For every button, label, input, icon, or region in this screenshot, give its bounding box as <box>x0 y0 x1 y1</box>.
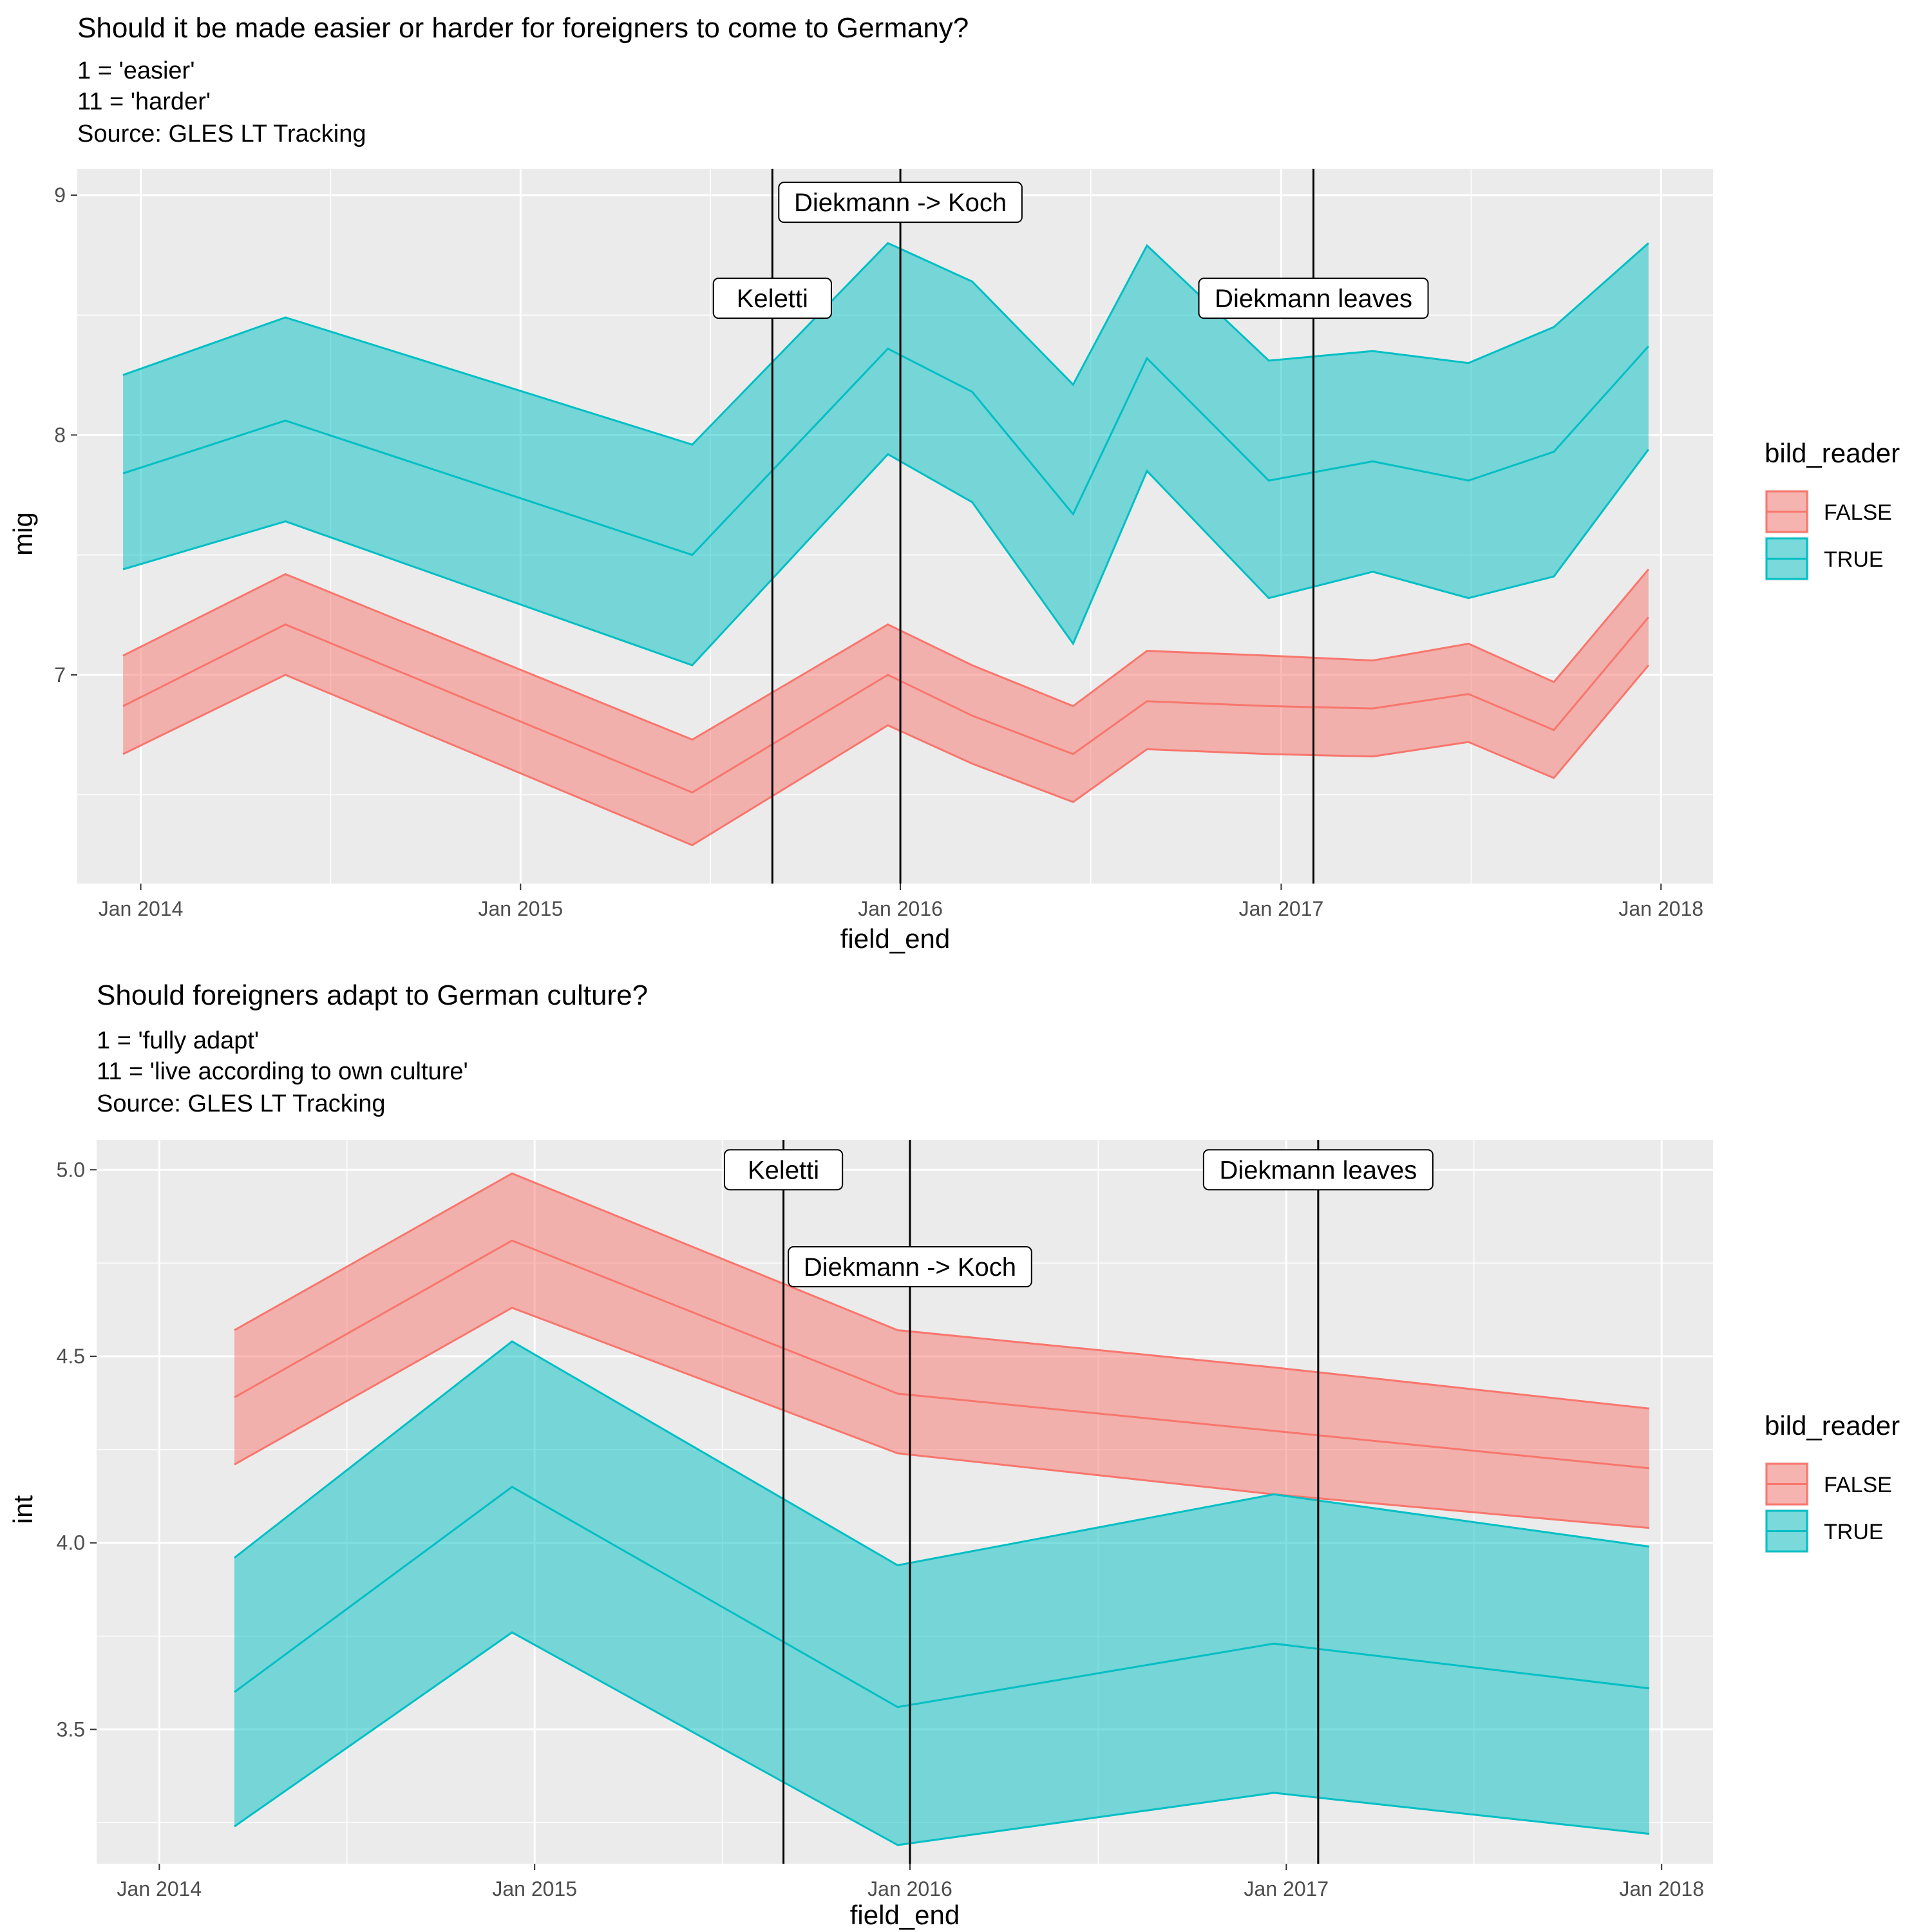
x-tick-label: Jan 2015 <box>478 897 563 920</box>
chart-title: Should foreigners adapt to German cultur… <box>97 980 648 1011</box>
event-label: Keletti <box>737 285 808 313</box>
x-tick-label: Jan 2018 <box>1619 1877 1704 1900</box>
series-line-false-ymin <box>122 665 1649 847</box>
chart-subtitle-line: 1 = 'easier' <box>77 57 194 84</box>
series-line-true-ymin <box>122 448 1650 667</box>
series-line-false-ymin <box>234 1307 1650 1530</box>
legend-title: bild_reader <box>1765 1410 1900 1441</box>
event-label: Diekmann -> Koch <box>794 189 1007 217</box>
x-tick-label: Jan 2018 <box>1618 897 1703 920</box>
series-line-true-ymax <box>234 1340 1650 1567</box>
series-line-false-ymax <box>234 1172 1650 1410</box>
y-tick-label: 8 <box>54 423 66 446</box>
event-label-box <box>723 1149 844 1191</box>
series-line-true-ymax <box>122 242 1649 446</box>
chart-panel-2: Should foreigners adapt to German cultur… <box>8 980 1900 1930</box>
x-tick-label: Jan 2016 <box>858 897 943 920</box>
y-tick-label: 4.0 <box>57 1531 85 1555</box>
chart-subtitle-line: 11 = 'live according to own culture' <box>97 1058 468 1085</box>
y-tick-label: 5.0 <box>57 1158 85 1181</box>
series-line-true-y <box>122 345 1649 556</box>
event-label: Diekmann -> Koch <box>804 1253 1016 1282</box>
event-label-box <box>712 278 832 319</box>
x-tick-label: Jan 2015 <box>492 1877 577 1900</box>
chart-subtitle-line: 11 = 'harder' <box>77 88 211 115</box>
x-tick-label: Jan 2014 <box>117 1877 202 1900</box>
legend-label-false: FALSE <box>1824 1473 1892 1497</box>
legend-label-false: FALSE <box>1824 500 1892 525</box>
x-tick-label: Jan 2017 <box>1244 1877 1329 1900</box>
chart-title: Should it be made easier or harder for f… <box>77 12 969 44</box>
event-label: Diekmann leaves <box>1219 1156 1417 1184</box>
series-line-false-y <box>122 616 1649 794</box>
legend-label-true: TRUE <box>1824 547 1884 572</box>
x-tick-label: Jan 2016 <box>867 1877 952 1900</box>
series-line-true-y <box>234 1486 1650 1709</box>
event-label: Diekmann leaves <box>1215 285 1412 313</box>
ribbon-false <box>234 1173 1649 1528</box>
y-tick-label: 4.5 <box>57 1345 85 1368</box>
chart-subtitle-line: Source: GLES LT Tracking <box>97 1090 385 1117</box>
event-label-box <box>1198 278 1429 319</box>
series-line-true-ymin <box>234 1631 1650 1846</box>
legend-title: bild_reader <box>1765 438 1900 468</box>
y-axis-title: mig <box>8 512 38 556</box>
legend: bild_reader FALSE TRUE <box>1765 438 1900 581</box>
ribbon-true <box>123 243 1649 665</box>
x-axis-title: field_end <box>850 1900 960 1930</box>
y-tick-label: 7 <box>54 663 66 687</box>
ribbon-false <box>123 569 1649 846</box>
event-label-box <box>778 182 1023 223</box>
y-tick-label: 3.5 <box>57 1718 85 1741</box>
x-tick-label: Jan 2017 <box>1239 897 1324 920</box>
chart-subtitle-line: Source: GLES LT Tracking <box>77 120 366 147</box>
ribbon-true <box>234 1341 1649 1845</box>
y-tick-label: 9 <box>54 184 66 207</box>
series-line-false-ymax <box>122 569 1649 741</box>
legend-label-true: TRUE <box>1824 1520 1884 1544</box>
event-label-box <box>788 1245 1032 1287</box>
chart-subtitle-line: 1 = 'fully adapt' <box>97 1027 259 1054</box>
event-label: Keletti <box>748 1156 819 1184</box>
y-axis-title: int <box>8 1495 38 1524</box>
legend: bild_reader FALSE TRUE <box>1765 1410 1900 1553</box>
x-axis-title: field_end <box>840 923 950 954</box>
series-line-false-y <box>234 1239 1650 1470</box>
event-label-box <box>1202 1149 1434 1191</box>
x-tick-label: Jan 2014 <box>99 897 184 920</box>
chart-panel-1: Should it be made easier or harder for f… <box>8 12 1900 954</box>
